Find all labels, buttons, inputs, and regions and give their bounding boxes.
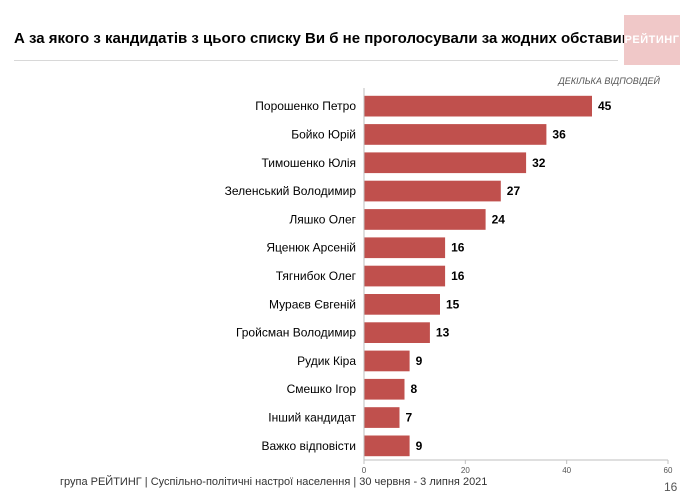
category-label: Бойко Юрій (291, 128, 356, 142)
x-tick-label: 0 (362, 466, 367, 475)
bar (364, 294, 440, 315)
data-label: 32 (532, 156, 546, 170)
bar (364, 407, 400, 428)
data-label: 9 (416, 439, 423, 453)
bar (364, 180, 501, 202)
bar (364, 378, 405, 400)
category-label: Мураєв Євгеній (269, 297, 356, 311)
category-label: Тимошенко Юлія (262, 156, 357, 170)
category-label: Тягнибок Олег (276, 269, 357, 283)
bar (364, 350, 410, 372)
data-label: 15 (446, 297, 460, 311)
data-label: 24 (492, 212, 506, 226)
data-label: 36 (552, 128, 566, 142)
category-label: Гройсман Володимир (236, 326, 356, 340)
bar (364, 95, 592, 117)
category-label: Рудик Кіра (297, 354, 356, 368)
x-tick-label: 40 (562, 466, 571, 475)
category-label: Яценюк Арсеній (266, 241, 356, 255)
category-label: Зеленський Володимир (225, 184, 357, 198)
brand-logo: РЕЙТИНГ (624, 15, 680, 65)
bar (364, 152, 527, 174)
data-label: 27 (507, 184, 521, 198)
footer-source: група РЕЙТИНГ | Суспільно-політичні наст… (60, 476, 488, 488)
bar (364, 265, 446, 287)
x-tick-label: 60 (664, 466, 673, 475)
category-label: Важко відповісти (261, 439, 356, 453)
bar (364, 322, 430, 343)
bar (364, 209, 486, 230)
multiple-answers-note: Декілька відповідей (558, 76, 660, 86)
bar (364, 237, 446, 259)
data-label: 7 (406, 411, 413, 425)
title-divider (14, 60, 618, 61)
category-label: Ляшко Олег (289, 212, 356, 226)
data-label: 13 (436, 326, 450, 340)
x-axis: 0 20 40 60 (362, 88, 673, 475)
chart-title: А за якого з кандидатів з цього списку В… (14, 30, 640, 47)
data-label: 16 (451, 269, 465, 283)
data-label: 8 (411, 382, 418, 396)
data-label: 16 (451, 241, 465, 255)
x-tick-label: 20 (461, 466, 470, 475)
category-label: Інший кандидат (268, 411, 356, 425)
page-number: 16 (664, 480, 678, 494)
data-label: 45 (598, 99, 612, 113)
category-label: Порошенко Петро (255, 99, 356, 113)
bars-layer: Порошенко Петро 45 Бойко Юрій 36 Тимошенко Ю… (225, 95, 612, 457)
bar (364, 435, 410, 457)
category-label: Смешко Ігор (287, 382, 357, 396)
bar (364, 124, 547, 145)
data-label: 9 (416, 354, 423, 368)
